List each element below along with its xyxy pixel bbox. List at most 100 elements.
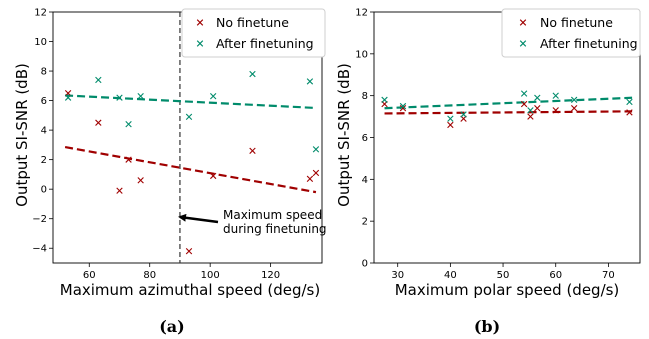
panel-a-ytick-label-8: 12	[34, 8, 47, 19]
panel-a-ytick-label-3: 2	[41, 155, 47, 166]
panel-a-point-no-finetune-6	[210, 172, 217, 180]
panel-b-plot-area: 30 40 50 60 70 0 2 4 6 8 10 12	[355, 8, 641, 281]
panel-a-xlabel: Maximum azimuthal speed (deg/s)	[60, 281, 320, 299]
panel-b-point-no-finetune-7	[552, 107, 559, 114]
panel-b-point-no-finetune-2-stroke-2	[447, 121, 454, 129]
panel-b-point-after-finetuning-5	[527, 107, 534, 114]
panel-b-xlabel: Maximum polar speed (deg/s)	[395, 281, 620, 299]
panel-a-point-after-finetuning-0-stroke-2	[64, 94, 72, 101]
panel-a-point-no-finetune-7	[249, 147, 256, 154]
panel-a-legend-x-0	[196, 19, 204, 26]
panel-a-caption: (a)	[159, 317, 185, 336]
panel-a-ytick-label-5: 6	[41, 96, 47, 107]
panel-a-xtick-label-2: 100	[201, 270, 220, 281]
panel-a-point-after-finetuning-6-stroke-2	[210, 92, 217, 100]
panel-a-point-after-finetuning-6	[210, 92, 217, 100]
panel-a-point-no-finetune-3	[125, 156, 132, 163]
panel-b-ytick-label-3: 6	[362, 133, 368, 144]
panel-b-point-no-finetune-9-stroke-2	[626, 109, 633, 116]
panel-a-point-after-finetuning-5-stroke-2	[185, 113, 193, 121]
panel-b-ytick-label-1: 2	[362, 217, 368, 228]
panel-a-ytick-label-2: 0	[41, 185, 47, 196]
panel-a-point-after-finetuning-2-stroke-2	[116, 94, 123, 101]
panel-a-point-no-finetune-4-stroke-2	[137, 177, 144, 184]
panel-a-xtick-label-3: 120	[261, 270, 280, 281]
panel-b-xtick-label-2: 50	[497, 270, 510, 281]
panel-a-point-after-finetuning-1	[95, 76, 102, 84]
panel-b-legend-label-after-finetuning: After finetuning	[540, 36, 638, 51]
panel-b-xtick-label-1: 40	[444, 270, 457, 281]
panel-a-ylabel: Output SI-SNR (dB)	[13, 63, 31, 207]
panel-b-point-after-finetuning-4-stroke-2	[520, 90, 528, 97]
panel-a-point-after-finetuning-9	[312, 146, 320, 153]
panel-a-ytick-label-1: −2	[32, 214, 47, 225]
panel-b-point-after-finetuning-2-stroke-2	[447, 115, 454, 122]
panel-b-point-after-finetuning-5-stroke-2	[527, 107, 534, 114]
panel-a-point-no-finetune-5	[185, 247, 193, 255]
panel-a-point-no-finetune-4	[137, 177, 144, 184]
panel-a-legend-label-no-finetune: No finetune	[216, 15, 289, 30]
panel-a-point-after-finetuning-4-stroke-2	[137, 92, 144, 100]
panel-a-point-after-finetuning-8	[306, 78, 314, 85]
panel-a-point-after-finetuning-8-stroke-2	[306, 78, 314, 85]
panel-a-annotation-line-1: Maximum speed	[223, 208, 322, 222]
panel-b-point-after-finetuning-0-stroke-2	[381, 96, 388, 104]
panel-a-annotation-arrow	[178, 213, 219, 224]
panel-a-ytick-label-7: 10	[34, 37, 47, 48]
panel-b-legend-x-1-stroke-2	[519, 40, 527, 47]
panel-a-ytick-label-6: 8	[41, 67, 47, 78]
panel-a-point-no-finetune-5-stroke-2	[185, 247, 193, 255]
panel-a-point-no-finetune-6-stroke-2	[210, 172, 217, 180]
panel-a-point-after-finetuning-3-stroke-2	[125, 121, 132, 128]
panel-b-point-no-finetune-5	[527, 113, 534, 120]
panel-a-annotation: Maximum speed during finetuning	[178, 208, 327, 236]
panel-b-point-after-finetuning-4	[520, 90, 528, 97]
panel-b-caption: (b)	[474, 317, 500, 336]
panel-b-point-no-finetune-9	[626, 109, 633, 116]
panel-a-point-no-finetune-7-stroke-2	[249, 147, 256, 154]
panel-a-point-after-finetuning-2	[116, 94, 123, 101]
panel-b-ytick-label-6: 12	[355, 8, 368, 19]
panel-a-legend-x-1	[196, 40, 204, 47]
panel-a-point-after-finetuning-9-stroke-2	[312, 146, 320, 153]
panel-b-legend-box	[501, 8, 641, 58]
panel-b-ylabel: Output SI-SNR (dB)	[335, 63, 353, 207]
panel-b-point-after-finetuning-7	[552, 92, 559, 99]
panel-b-legend-label-no-finetune: No finetune	[540, 15, 613, 30]
panel-a-plot-area: 60 80 100 120 −4 −2 0 2 4 6 8 10 12	[32, 8, 323, 281]
panel-a-legend-label-after-finetuning: After finetuning	[216, 36, 314, 51]
panel-b-fit-line-after-finetuning	[384, 96, 633, 110]
panel-a-point-no-finetune-2	[116, 187, 123, 194]
panel-a-point-after-finetuning-4	[137, 92, 144, 100]
panel-a-legend-marker-after-finetuning	[196, 40, 204, 47]
panel-b-point-no-finetune-8	[570, 105, 578, 112]
panel-a-xtick-label-0: 60	[83, 270, 96, 281]
panel-b-point-after-finetuning-8-stroke-2	[570, 96, 578, 104]
panel-b-fit-line-no-finetune	[384, 110, 633, 115]
panel-a-point-after-finetuning-5	[185, 113, 193, 121]
panel-b-ytick-label-4: 8	[362, 91, 368, 102]
panel-a-fit-line-no-finetune	[64, 146, 317, 194]
panel-b-legend: No finetune After finetuning	[501, 8, 641, 58]
panel-a-point-no-finetune-9-stroke-2	[312, 169, 320, 177]
panel-b-point-after-finetuning-1	[399, 102, 407, 110]
panel-a-xtick-label-1: 80	[143, 270, 156, 281]
panel-a-point-no-finetune-8	[306, 175, 314, 183]
panel-b-point-after-finetuning-1-stroke-2	[399, 102, 407, 110]
panel-b: 30 40 50 60 70 0 2 4 6 8 10 12 Maximum polar speed …	[335, 8, 641, 336]
panel-a-point-no-finetune-9	[312, 169, 320, 177]
panel-b-ytick-label-2: 4	[362, 175, 368, 186]
panel-b-point-no-finetune-2	[447, 121, 454, 129]
panel-b-xtick-label-0: 30	[391, 270, 404, 281]
panel-b-point-no-finetune-5-stroke-2	[527, 113, 534, 120]
panel-b-legend-x-0-stroke-2	[519, 19, 527, 26]
panel-b-point-after-finetuning-8	[570, 96, 578, 104]
panel-b-legend-marker-no-finetune	[519, 19, 527, 26]
panel-b-point-after-finetuning-6-stroke-2	[534, 94, 541, 101]
panel-a-point-after-finetuning-3	[125, 121, 132, 128]
panel-a-legend-box	[181, 8, 326, 58]
panel-a-legend-x-1-stroke-2	[196, 40, 204, 47]
panel-b-ytick-label-0: 0	[362, 259, 368, 270]
panel-b-xtick-label-3: 60	[549, 270, 562, 281]
